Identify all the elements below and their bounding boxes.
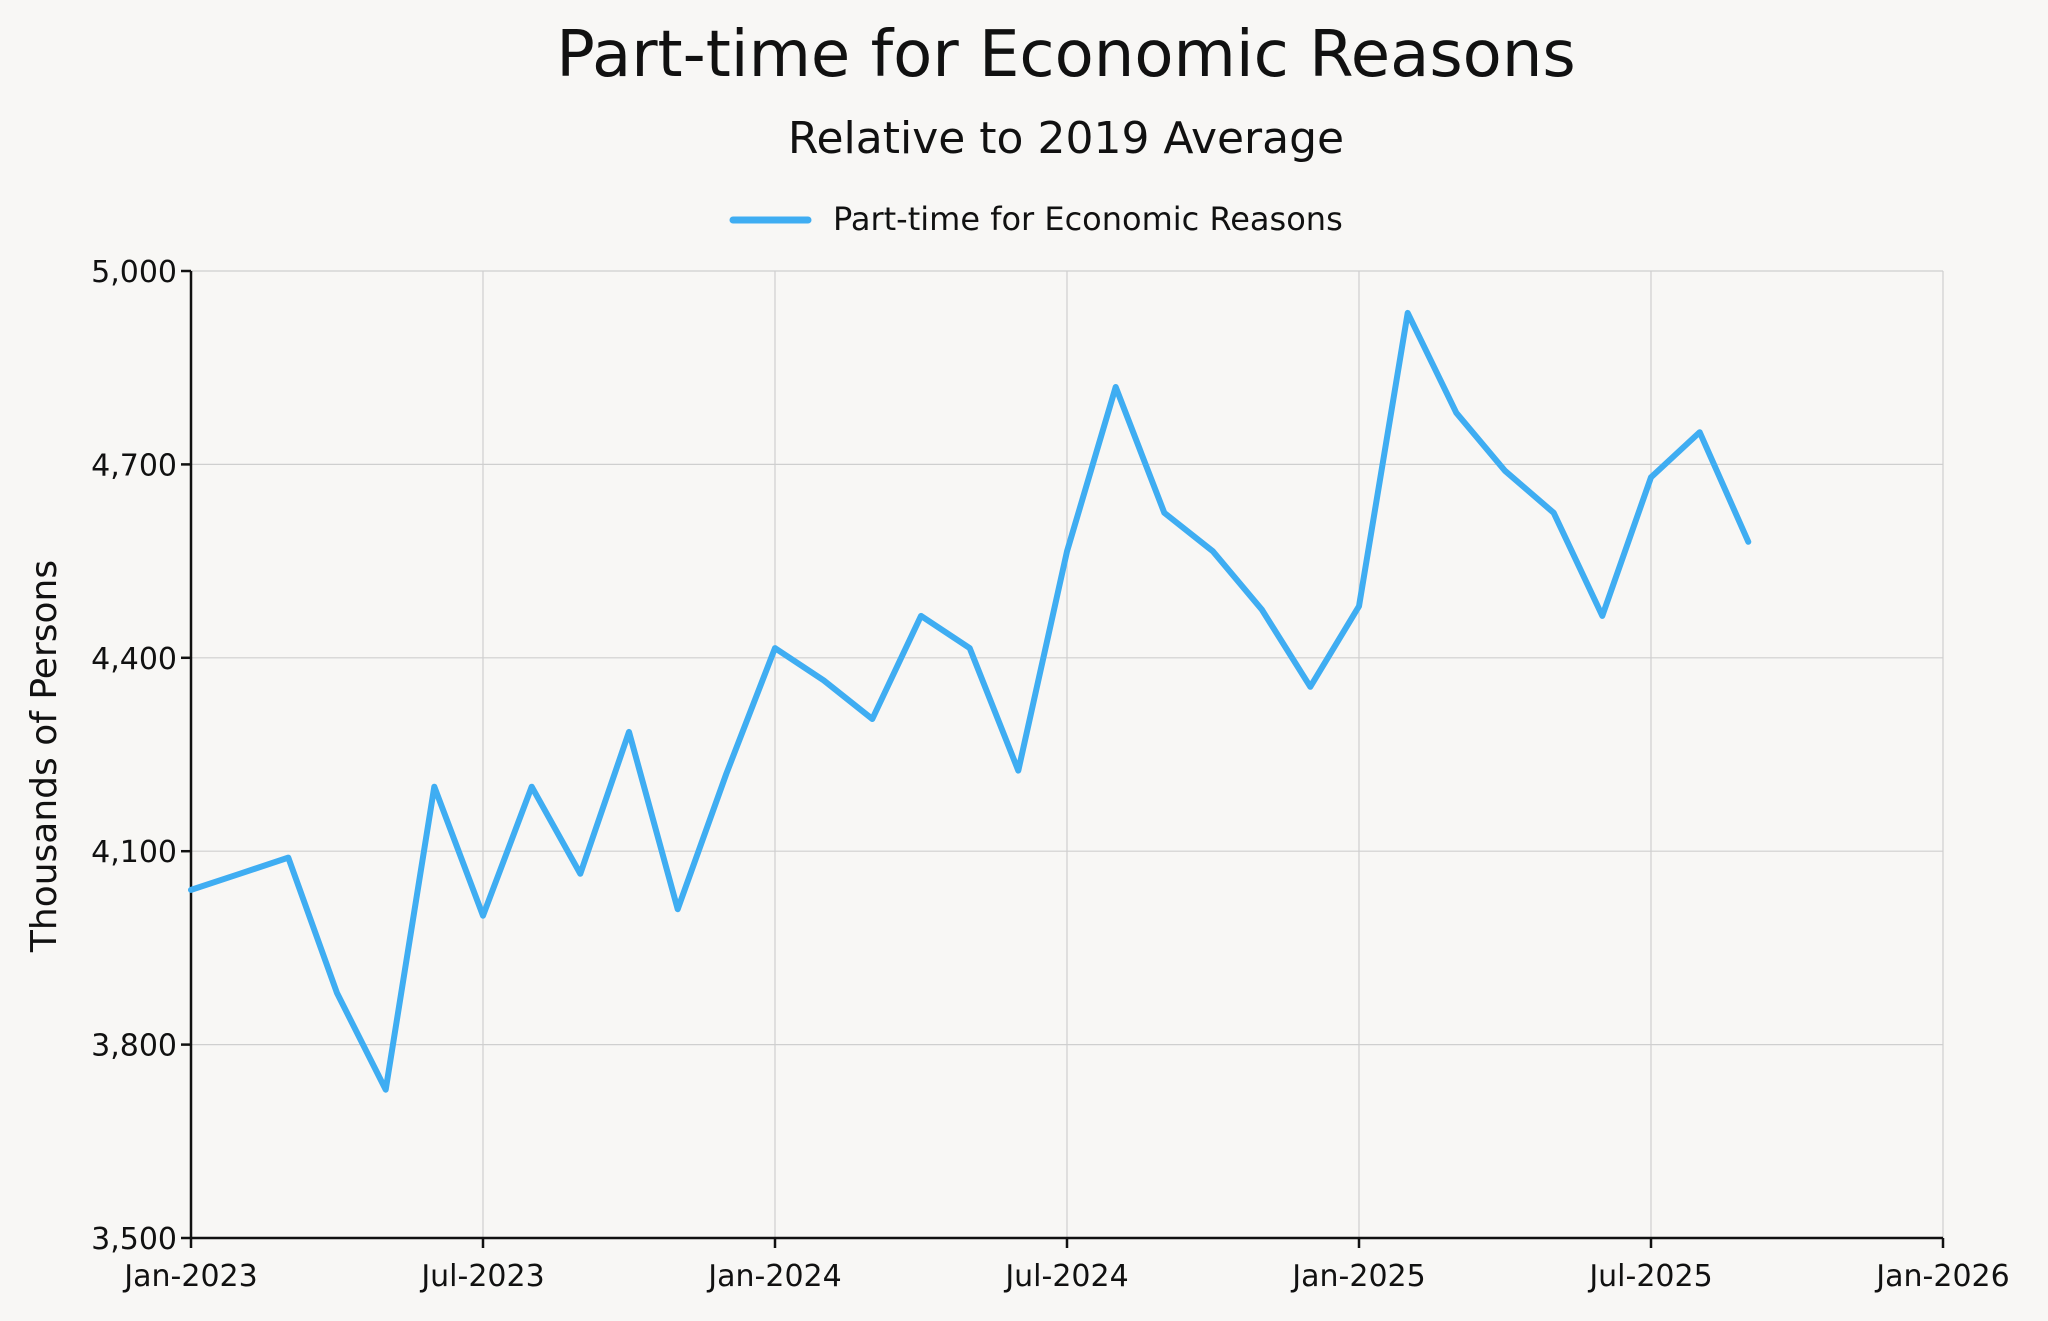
data-point	[1502, 468, 1508, 474]
data-point	[529, 784, 535, 790]
y-tick-label: 4,400	[91, 642, 177, 677]
data-point	[285, 855, 291, 861]
axes: 3,500 3,800 4,100 4,400 4,700 5,000 Jan-2023 Ju…	[91, 255, 2010, 1294]
y-tick-label: 4,700	[91, 448, 177, 483]
x-tick-label: Jul-2025	[1587, 1259, 1712, 1294]
data-point	[1697, 429, 1703, 435]
x-tick-label: Jul-2023	[419, 1259, 544, 1294]
data-point	[1307, 684, 1313, 690]
data-point	[1064, 548, 1070, 554]
data-point	[1745, 539, 1751, 545]
data-point	[1405, 310, 1411, 316]
y-axis-title: Thousands of Persons	[24, 560, 65, 953]
data-point	[967, 645, 973, 651]
series-line	[188, 309, 1752, 1093]
series-layer	[188, 309, 1752, 1093]
y-tick-label: 3,500	[91, 1222, 177, 1257]
data-point	[480, 913, 486, 919]
data-point	[1648, 474, 1654, 480]
data-point	[772, 645, 778, 651]
data-point	[821, 677, 827, 683]
data-point	[1356, 603, 1362, 609]
data-point	[626, 729, 632, 735]
data-point	[1599, 613, 1605, 619]
data-point	[1161, 510, 1167, 516]
data-point	[334, 990, 340, 996]
data-point	[431, 784, 437, 790]
data-point	[188, 887, 194, 893]
data-point	[918, 613, 924, 619]
x-tick-label: Jan-2024	[706, 1259, 841, 1294]
x-tick-label: Jan-2025	[1290, 1259, 1425, 1294]
x-tick-label: Jan-2023	[122, 1259, 257, 1294]
data-point	[1210, 548, 1216, 554]
y-tick-label: 5,000	[91, 255, 177, 290]
chart-title: Part-time for Economic Reasons	[556, 18, 1575, 92]
data-point	[383, 1087, 389, 1093]
data-point	[1015, 768, 1021, 774]
legend: Part-time for Economic Reasons	[729, 200, 1343, 238]
data-point	[1453, 410, 1459, 416]
x-tick-label: Jul-2024	[1003, 1259, 1128, 1294]
data-point	[577, 871, 583, 877]
data-point	[1113, 384, 1119, 390]
x-tick-label: Jan-2026	[1874, 1259, 2009, 1294]
data-point	[237, 871, 243, 877]
data-point	[1259, 606, 1265, 612]
chart-subtitle: Relative to 2019 Average	[788, 113, 1344, 164]
data-point	[675, 906, 681, 912]
y-tick-label: 3,800	[91, 1029, 177, 1064]
y-tick-label: 4,100	[91, 835, 177, 870]
legend-label: Part-time for Economic Reasons	[833, 200, 1343, 238]
data-point	[723, 771, 729, 777]
data-point	[869, 716, 875, 722]
data-point	[1551, 510, 1557, 516]
